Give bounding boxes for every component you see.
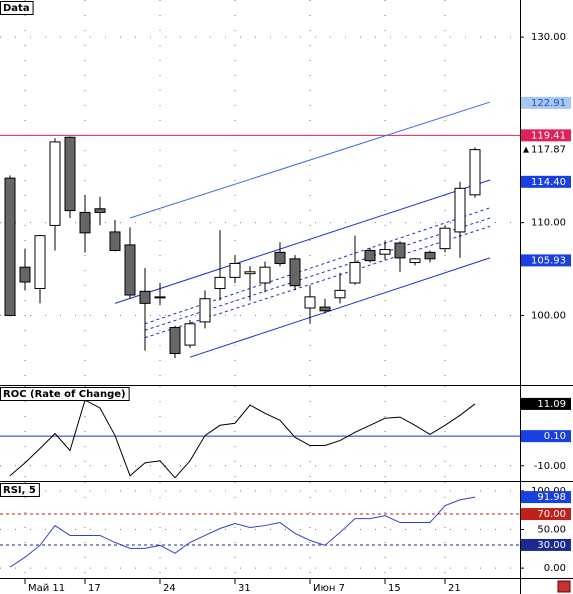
candle-body <box>34 235 46 290</box>
pane-title-box <box>0 1 34 15</box>
level-box <box>521 175 571 188</box>
level-label: 114.40 <box>531 177 566 188</box>
candle-body <box>64 136 76 212</box>
candle-body <box>364 249 376 262</box>
level-label: 70.00 <box>537 509 566 520</box>
candle-body <box>334 289 346 299</box>
y-tick-label: 100.00 <box>531 310 566 321</box>
pane-title: Data <box>3 3 30 14</box>
last-label: 117.87 <box>531 145 566 156</box>
level-box <box>521 96 571 109</box>
y-tick-label: 130.00 <box>531 32 566 43</box>
last-label: 91.98 <box>537 492 566 503</box>
level-label: 30.00 <box>537 540 566 551</box>
level-box <box>521 129 571 142</box>
pane <box>0 386 520 481</box>
x-tick-label: 15 <box>388 583 401 594</box>
level-box <box>521 254 571 267</box>
channel-line <box>129 101 491 219</box>
candle-body <box>394 242 406 259</box>
candle-body <box>454 187 466 233</box>
pane <box>0 0 520 385</box>
x-tick-label: Июн 7 <box>313 583 345 594</box>
x-tick-label: Май 11 <box>28 583 65 594</box>
last-label: 11.09 <box>537 399 566 410</box>
candle-body <box>319 306 331 312</box>
last-box <box>521 491 571 504</box>
level-box <box>521 508 571 521</box>
candle-body <box>469 149 481 196</box>
pane-title-box <box>0 483 40 497</box>
level-label: 119.41 <box>531 130 566 141</box>
y-tick-label: 110.00 <box>531 218 566 229</box>
candle-body <box>259 266 271 284</box>
candle-body <box>109 231 121 251</box>
candle-body <box>79 211 91 234</box>
pane-title: ROC (Rate of Change) <box>3 389 126 400</box>
candle-body <box>379 249 391 255</box>
channel-line <box>189 257 491 358</box>
channel-line <box>114 179 491 304</box>
pane-title: RSI, 5 <box>3 485 36 496</box>
x-tick-label: 24 <box>163 583 176 594</box>
corner-button[interactable] <box>557 580 571 593</box>
pane <box>0 482 520 578</box>
pane-title-box <box>0 387 130 401</box>
candle-body <box>124 244 136 296</box>
candle-body <box>409 258 421 264</box>
level-box <box>521 538 571 551</box>
last-box <box>521 397 571 410</box>
level-label: 122.91 <box>531 98 566 109</box>
x-tick-label: 21 <box>448 583 461 594</box>
candle-body <box>274 251 286 264</box>
candle-body <box>289 258 301 287</box>
candle-body <box>439 227 451 250</box>
indicator-line <box>9 399 476 479</box>
candle-body <box>4 177 16 316</box>
candle-body <box>304 296 316 309</box>
last-box <box>521 143 571 156</box>
candle-body <box>229 262 241 278</box>
candle-body <box>169 326 181 354</box>
x-tick-label: 17 <box>88 583 101 594</box>
y-tick-label: 50.00 <box>537 524 566 535</box>
x-tick-label: 31 <box>238 583 251 594</box>
last-marker <box>523 146 529 153</box>
candle-body <box>349 262 361 284</box>
candle-body <box>214 276 226 290</box>
level-label: 105.93 <box>531 255 566 266</box>
candle-body <box>139 290 151 304</box>
candle-body <box>244 271 256 275</box>
level-label: 0.10 <box>544 431 566 442</box>
candle-body <box>94 208 106 213</box>
level-box <box>521 430 571 443</box>
candle-body <box>19 266 31 283</box>
y-tick-label: -10.00 <box>534 461 566 472</box>
candle-body <box>199 298 211 323</box>
candle-body <box>184 323 196 346</box>
y-tick-label: 0.00 <box>544 563 566 574</box>
candle-body <box>154 296 166 299</box>
candle-body <box>424 251 436 260</box>
candle-body <box>49 141 61 226</box>
indicator-line <box>9 496 476 568</box>
